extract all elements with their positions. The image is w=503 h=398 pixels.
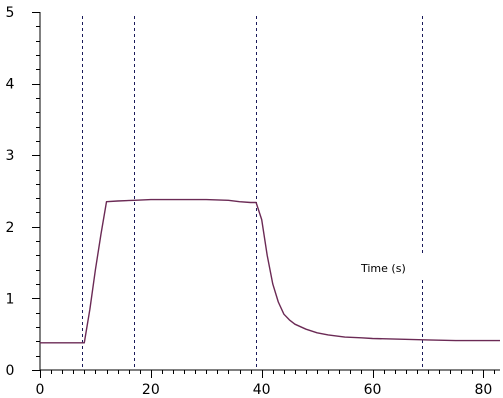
x-tick-label: 20 (142, 382, 160, 398)
series-line (40, 198, 500, 344)
minor-ticks (36, 12, 495, 374)
x-tick-label: 80 (474, 382, 492, 398)
axes (39, 12, 500, 371)
tick-labels: 0 20 40 60 80 0 1 2 3 4 5 (6, 5, 493, 398)
y-tick-label: 4 (6, 77, 15, 93)
x-axis-title: Time (s) (360, 262, 406, 275)
major-ticks (32, 12, 484, 378)
x-tick-label: 0 (36, 382, 45, 398)
series-group (40, 198, 500, 344)
y-tick-label: 1 (6, 291, 15, 307)
x-tick-label: 40 (253, 382, 271, 398)
y-tick-label: 0 (6, 363, 15, 379)
vertical-markers (82, 16, 423, 370)
x-tick-label: 60 (364, 382, 382, 398)
y-tick-label: 5 (6, 5, 15, 21)
y-tick-label: 3 (6, 148, 15, 164)
y-tick-label: 2 (6, 220, 15, 236)
xlabel-background (357, 255, 425, 277)
